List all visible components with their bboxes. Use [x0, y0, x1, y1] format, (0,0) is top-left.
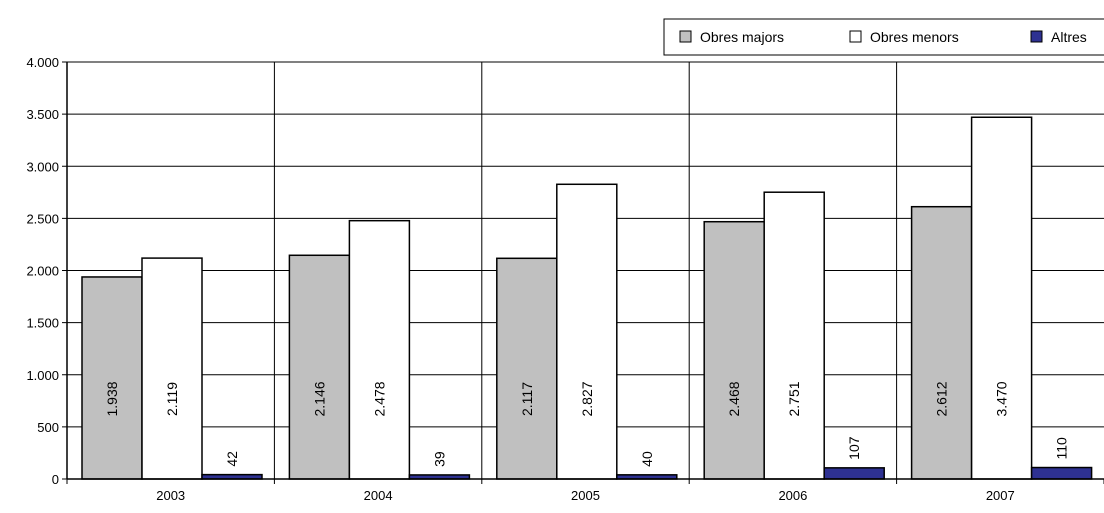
bar	[763, 191, 825, 480]
y-tick-label: 1.000	[26, 368, 59, 383]
bar	[81, 276, 143, 480]
bars	[81, 116, 1093, 480]
legend-swatch	[679, 30, 692, 43]
data-labels: 1.938 2.119 42 2003 2.146 2.478 39 2004 2.117 2.8…	[104, 381, 1070, 503]
legend-label: Obres majors	[700, 29, 784, 45]
legend: Obres majors Obres menors Altres	[663, 18, 1104, 56]
y-tick-label: 3.500	[26, 107, 59, 122]
legend-label: Obres menors	[870, 29, 959, 45]
legend-swatch	[849, 30, 862, 43]
bar	[556, 183, 618, 480]
bar	[141, 257, 203, 480]
bar	[496, 257, 558, 480]
bar	[703, 220, 765, 480]
data-label: 107	[846, 436, 862, 460]
y-tick-label: 500	[37, 420, 59, 435]
axes: 0 500 1.000 1.500 2.000 2.500 3.000 3.500 4.000	[26, 55, 1104, 487]
x-tick-label: 2003	[156, 488, 185, 503]
data-label: 39	[431, 451, 447, 467]
data-label: 2.478	[371, 381, 387, 416]
bar	[1030, 466, 1093, 480]
data-label: 110	[1054, 437, 1070, 460]
data-label: 1.938	[104, 381, 120, 416]
y-tick-label: 0	[52, 472, 59, 487]
data-label: 2.119	[164, 382, 180, 416]
legend-swatch	[1030, 30, 1043, 43]
bar	[823, 467, 885, 480]
bar	[970, 116, 1033, 480]
y-tick-label: 2.000	[26, 264, 59, 279]
bar	[288, 254, 351, 480]
y-tick-label: 3.000	[26, 159, 59, 174]
x-tick-label: 2006	[778, 488, 807, 503]
x-tick-label: 2007	[986, 488, 1015, 503]
data-label: 3.470	[994, 381, 1010, 416]
data-label: 2.612	[934, 381, 950, 416]
x-tick-label: 2004	[364, 488, 393, 503]
y-tick-label: 2.500	[26, 211, 59, 226]
data-label: 40	[639, 451, 655, 467]
x-tick-label: 2005	[571, 488, 600, 503]
data-label: 42	[224, 451, 240, 467]
data-label: 2.827	[579, 381, 595, 416]
data-label: 2.146	[311, 381, 327, 416]
bar	[910, 205, 973, 480]
legend-label: Altres	[1051, 29, 1087, 45]
data-label: 2.117	[519, 382, 535, 416]
y-tick-label: 1.500	[26, 316, 59, 331]
bar	[348, 219, 411, 480]
data-label: 2.468	[726, 381, 742, 416]
data-label: 2.751	[786, 381, 802, 416]
y-tick-label: 4.000	[26, 55, 59, 70]
